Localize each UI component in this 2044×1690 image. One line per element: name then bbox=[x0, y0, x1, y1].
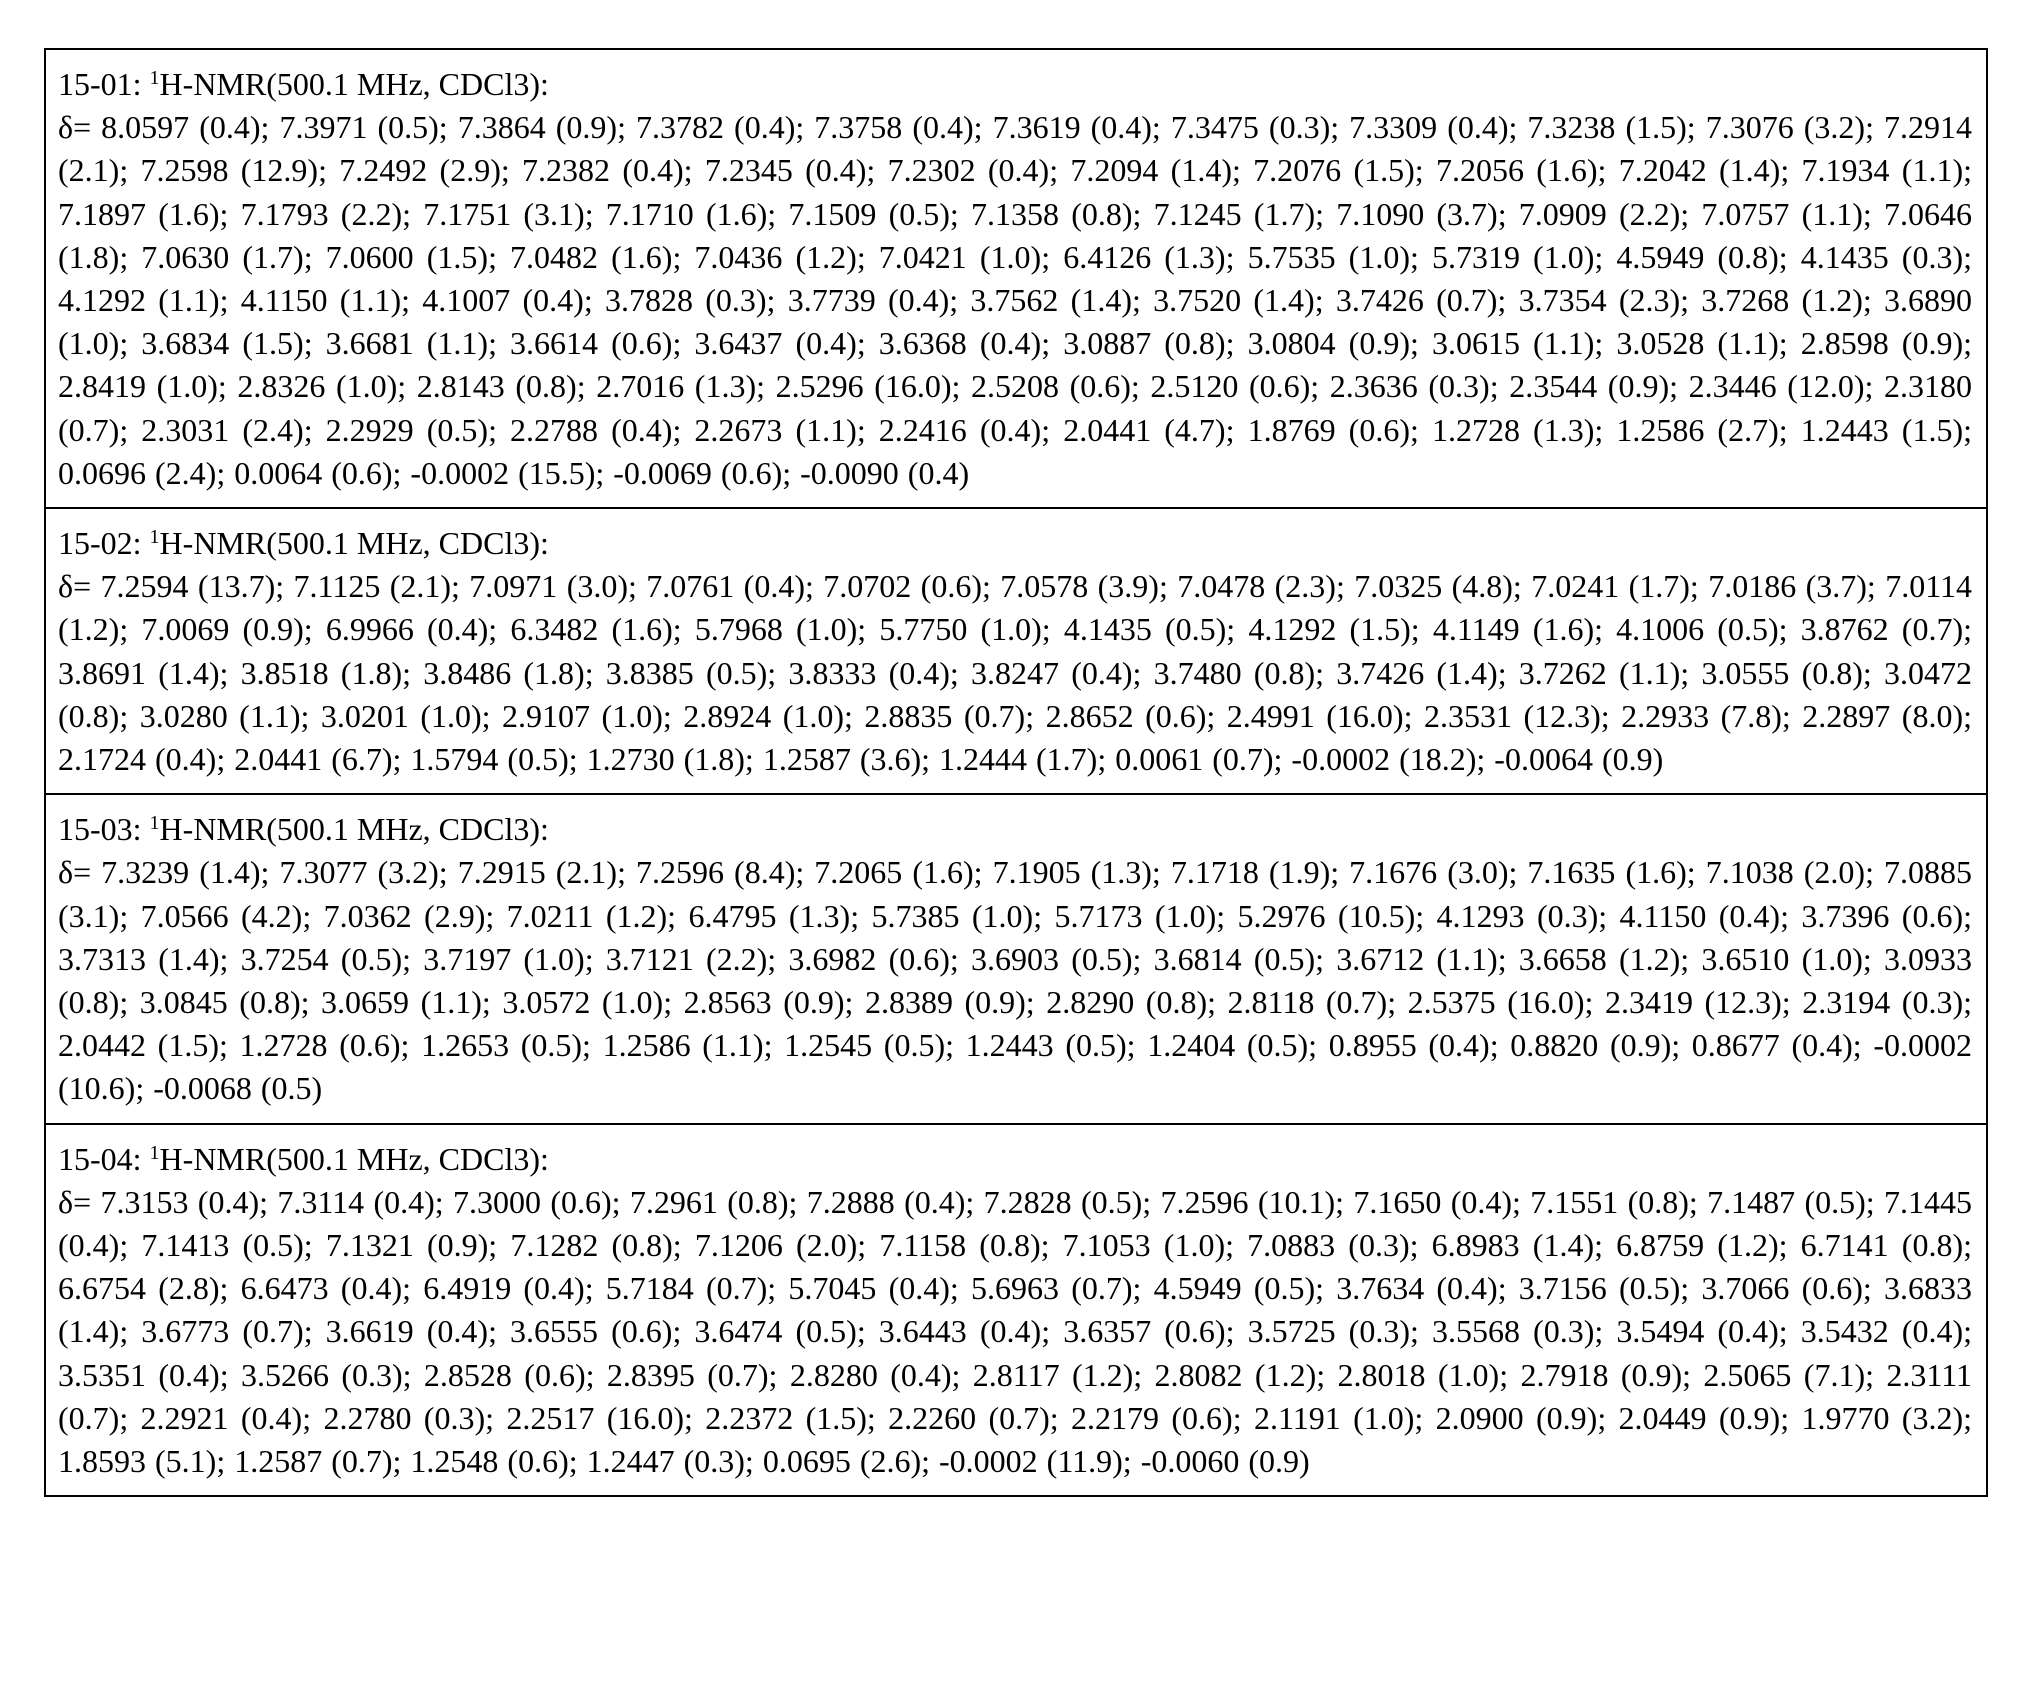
nmr-entry-15-04: 15-04: 1H-NMR(500.1 MHz, CDCl3): δ= 7.31… bbox=[46, 1122, 1986, 1496]
chemical-shift-list: δ= 7.2594 (13.7); 7.1125 (2.1); 7.0971 (… bbox=[58, 568, 1972, 778]
isotope-superscript: 1 bbox=[149, 526, 160, 549]
entry-header: 15-01: 1H-NMR(500.1 MHz, CDCl3): bbox=[58, 66, 549, 102]
isotope-superscript: 1 bbox=[149, 67, 160, 89]
nmr-entry-15-01: 15-01: 1H-NMR(500.1 MHz, CDCl3): δ= 8.05… bbox=[46, 50, 1986, 507]
chemical-shift-list: δ= 8.0597 (0.4); 7.3971 (0.5); 7.3864 (0… bbox=[58, 109, 1972, 491]
header-text: H-NMR(500.1 MHz, CDCl3): bbox=[159, 66, 549, 102]
entry-id: 15-04 bbox=[58, 1140, 133, 1177]
entry-header: 15-04: 1H-NMR(500.1 MHz, CDCl3): bbox=[58, 1140, 549, 1177]
header-text: H-NMR(500.1 MHz, CDCl3): bbox=[159, 525, 549, 562]
nmr-entry-15-03: 15-03: 1H-NMR(500.1 MHz, CDCl3): δ= 7.32… bbox=[46, 793, 1986, 1122]
header-text: H-NMR(500.1 MHz, CDCl3): bbox=[159, 811, 549, 848]
isotope-superscript: 1 bbox=[149, 1141, 160, 1164]
isotope-superscript: 1 bbox=[149, 812, 160, 835]
entry-header: 15-03: 1H-NMR(500.1 MHz, CDCl3): bbox=[58, 811, 549, 848]
entry-id: 15-02 bbox=[58, 525, 133, 562]
chemical-shift-list: δ= 7.3153 (0.4); 7.3114 (0.4); 7.3000 (0… bbox=[58, 1183, 1972, 1480]
entry-id: 15-01 bbox=[58, 66, 133, 102]
nmr-entry-15-02: 15-02: 1H-NMR(500.1 MHz, CDCl3): δ= 7.25… bbox=[46, 507, 1986, 793]
entry-id: 15-03 bbox=[58, 811, 133, 848]
header-text: H-NMR(500.1 MHz, CDCl3): bbox=[159, 1140, 549, 1177]
entry-header: 15-02: 1H-NMR(500.1 MHz, CDCl3): bbox=[58, 525, 549, 562]
nmr-data-table: 15-01: 1H-NMR(500.1 MHz, CDCl3): δ= 8.05… bbox=[44, 48, 1988, 1498]
chemical-shift-list: δ= 7.3239 (1.4); 7.3077 (3.2); 7.2915 (2… bbox=[58, 854, 1972, 1107]
